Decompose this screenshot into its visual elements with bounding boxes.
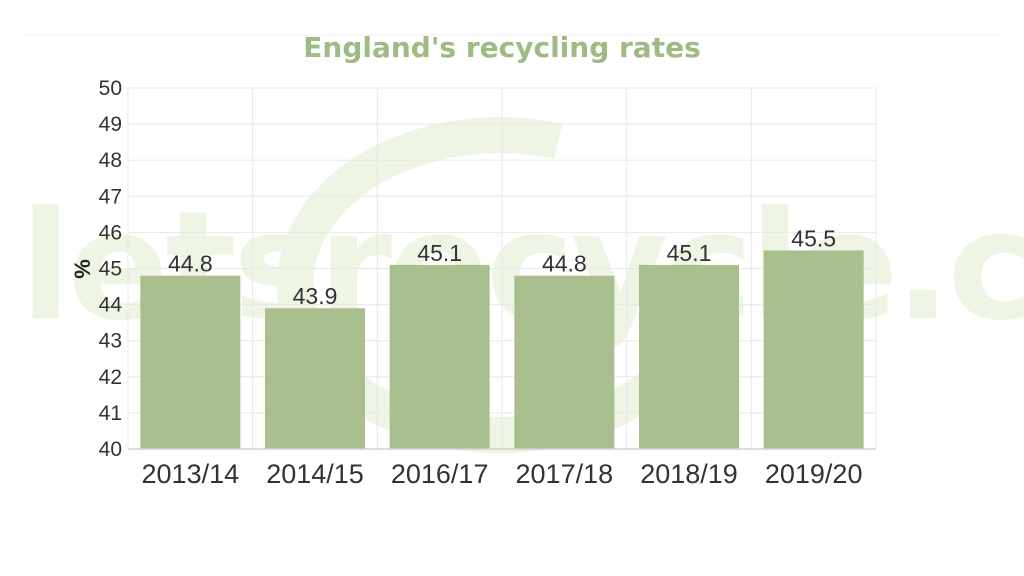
- y-tick-label: 41: [99, 402, 122, 425]
- bar-value-label: 45.5: [791, 225, 836, 251]
- bar-value-label: 44.8: [542, 251, 587, 277]
- chart-title: England's recycling rates: [303, 31, 700, 64]
- bar: [265, 308, 365, 449]
- bar: [763, 250, 864, 449]
- y-tick-label: 48: [99, 149, 122, 172]
- bar: [389, 264, 490, 449]
- x-tick-label: 2014/15: [266, 459, 364, 489]
- x-tick-label: 2016/17: [391, 459, 489, 489]
- bar: [514, 275, 615, 449]
- y-tick-label: 47: [99, 185, 122, 208]
- bar-value-label: 45.1: [667, 240, 712, 266]
- bar: [639, 264, 739, 449]
- x-tick-label: 2013/14: [142, 459, 240, 489]
- y-axis-ticks: 40 41 42 43 44 45 46 47 48 49 50: [99, 77, 123, 461]
- x-tick-label: 2017/18: [516, 459, 614, 489]
- bar-value-label: 44.8: [168, 251, 213, 277]
- y-tick-label: 50: [99, 77, 122, 100]
- y-tick-label: 42: [99, 366, 122, 389]
- y-tick-label: 49: [99, 113, 122, 136]
- y-tick-label: 44: [99, 294, 123, 317]
- x-axis-ticks: 2013/14 2014/15 2016/17 2017/18 2018/19 2019/…: [142, 459, 863, 489]
- x-tick-label: 2019/20: [765, 459, 863, 489]
- y-tick-label: 43: [99, 330, 122, 353]
- y-tick-label: 40: [99, 438, 122, 461]
- bar: [140, 275, 241, 449]
- grid-lines: [127, 87, 877, 449]
- y-tick-label: 45: [99, 258, 122, 281]
- bars: 44.8 43.9 45.1 44.8 45.1 45.5: [140, 225, 864, 449]
- y-tick-label: 46: [99, 221, 122, 244]
- y-axis-label: %: [70, 259, 95, 279]
- bar-value-label: 45.1: [417, 240, 462, 266]
- x-tick-label: 2018/19: [640, 459, 738, 489]
- bar-value-label: 43.9: [293, 283, 338, 309]
